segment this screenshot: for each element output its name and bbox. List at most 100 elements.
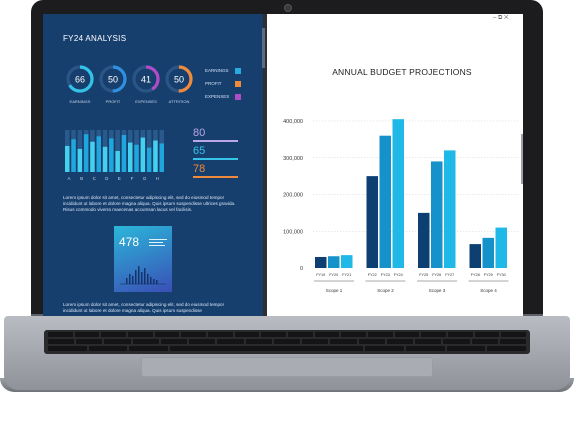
webcam-icon	[284, 4, 292, 12]
ring-value: 50	[174, 75, 184, 85]
ring-expenses: 41	[132, 65, 160, 93]
mini-bar-letter: C	[92, 176, 96, 181]
score-value: 478	[119, 235, 140, 249]
mini-bar	[121, 135, 127, 172]
mini-bar	[140, 137, 146, 172]
score-sparkline	[120, 266, 166, 285]
ring-label: EARNINGS	[69, 99, 91, 104]
ring-earnings: 66	[66, 65, 94, 93]
score-card: 478	[114, 226, 172, 292]
ring-label: ATTRITION	[168, 99, 190, 104]
y-tick-label: 400,000	[283, 119, 303, 125]
stat-value: 65	[193, 145, 206, 157]
chart-bar	[392, 119, 404, 268]
chart-bar	[431, 161, 443, 268]
chart-panel: – ⧉ ✕ ANNUAL BUDGET PROJECTIONS 0 100,000…	[267, 14, 523, 316]
chart-bar	[418, 212, 430, 268]
group-label: Scope 4	[480, 288, 497, 293]
chart-bar	[366, 176, 378, 268]
stat-underline	[193, 158, 238, 160]
mini-bar-letter: D	[105, 176, 109, 181]
paragraph-2: Lorem ipsum dolor sit amet, consectetur …	[63, 302, 225, 313]
bar-label: FY20	[329, 273, 338, 277]
mini-bar-chart	[65, 130, 164, 172]
chart-bar	[469, 244, 481, 268]
panel-divider	[263, 14, 267, 316]
bar-label: FY25	[419, 273, 428, 277]
bar-label: FY22	[368, 273, 377, 277]
mini-bar	[71, 139, 76, 172]
stat-value: 80	[193, 127, 206, 139]
ring-profit: 50	[99, 65, 127, 93]
bar-label: FY19	[316, 273, 325, 277]
mini-bar	[128, 142, 133, 172]
chart-bar	[379, 135, 391, 268]
mini-bar	[134, 144, 139, 172]
legend-label: EARNINGS	[205, 68, 229, 73]
bar-label: FY24	[394, 273, 403, 277]
chart-bar	[495, 227, 507, 268]
group-label: Scope 2	[377, 288, 394, 293]
paragraph-1: Lorem ipsum dolor sit amet, consectetur …	[63, 195, 236, 212]
mini-bar	[102, 146, 108, 172]
budget-bar-chart: 0 100,000 200,000 300,000 400,000 FY19 FY20 FY2…	[283, 119, 519, 293]
bar-label: FY30	[497, 273, 506, 277]
legend-label: PROFIT	[205, 81, 222, 86]
mini-bar	[109, 138, 114, 172]
dashboard-title: FY24 ANALYSIS	[63, 34, 127, 43]
right-scrollbar[interactable]	[521, 134, 523, 184]
mini-bar-letter: H	[155, 176, 159, 181]
chart-bar	[328, 256, 340, 268]
chart-title: ANNUAL BUDGET PROJECTIONS	[332, 67, 472, 77]
group-label: Scope 3	[429, 288, 446, 293]
mini-bar	[146, 147, 152, 172]
score-caption-lines	[149, 237, 169, 248]
legend-swatch	[235, 68, 241, 74]
y-tick-label: 100,000	[283, 229, 303, 235]
mini-bar-letter: B	[80, 176, 84, 181]
chart-bar	[315, 256, 327, 268]
mini-bar	[153, 140, 158, 172]
mini-bar-letter: F	[130, 176, 134, 181]
ring-value: 41	[141, 75, 151, 85]
y-tick-label: 200,000	[283, 193, 303, 199]
window-controls[interactable]: – ⧉ ✕	[493, 15, 509, 21]
left-scrollbar[interactable]	[262, 28, 265, 68]
mini-bar-letter: G	[142, 176, 147, 181]
bar-label: FY21	[342, 273, 351, 277]
ring-attrition: 50	[165, 65, 193, 93]
chart-bar	[482, 237, 494, 268]
mini-bar	[90, 141, 95, 172]
bar-label: FY27	[445, 273, 454, 277]
mini-bar	[77, 148, 83, 172]
stat-underline	[193, 176, 238, 178]
mini-bar	[65, 145, 70, 172]
chart-bar	[444, 150, 456, 268]
bar-label: FY28	[471, 273, 480, 277]
mini-bar	[83, 134, 89, 172]
touchpad	[141, 357, 433, 377]
legend-swatch	[235, 94, 241, 100]
bar-label: FY29	[484, 273, 493, 277]
group-label: Scope 1	[326, 288, 343, 293]
legend-swatch	[235, 81, 241, 87]
mini-bar	[96, 136, 101, 172]
bar-label: FY23	[381, 273, 390, 277]
laptop-screen: FY24 ANALYSIS 66 EARNINGS 50 PROFIT 41 EXPENS…	[43, 14, 523, 316]
stat-underline	[193, 140, 238, 142]
bar-label: FY26	[432, 273, 441, 277]
ring-value: 50	[108, 75, 118, 85]
stat-value: 78	[193, 163, 206, 175]
ring-value: 66	[75, 75, 85, 85]
y-tick-label: 0	[300, 266, 303, 272]
chart-bar	[341, 255, 353, 268]
keyboard	[44, 330, 530, 354]
mini-bar	[159, 143, 164, 172]
legend-label: EXPENSES	[205, 94, 230, 99]
y-tick-label: 300,000	[283, 156, 303, 162]
mini-bar-letter: E	[117, 176, 121, 181]
ring-label: EXPENSES	[135, 99, 157, 104]
mini-bar	[115, 151, 120, 172]
ring-label: PROFIT	[105, 99, 121, 104]
mini-bar-letter: A	[67, 176, 71, 181]
